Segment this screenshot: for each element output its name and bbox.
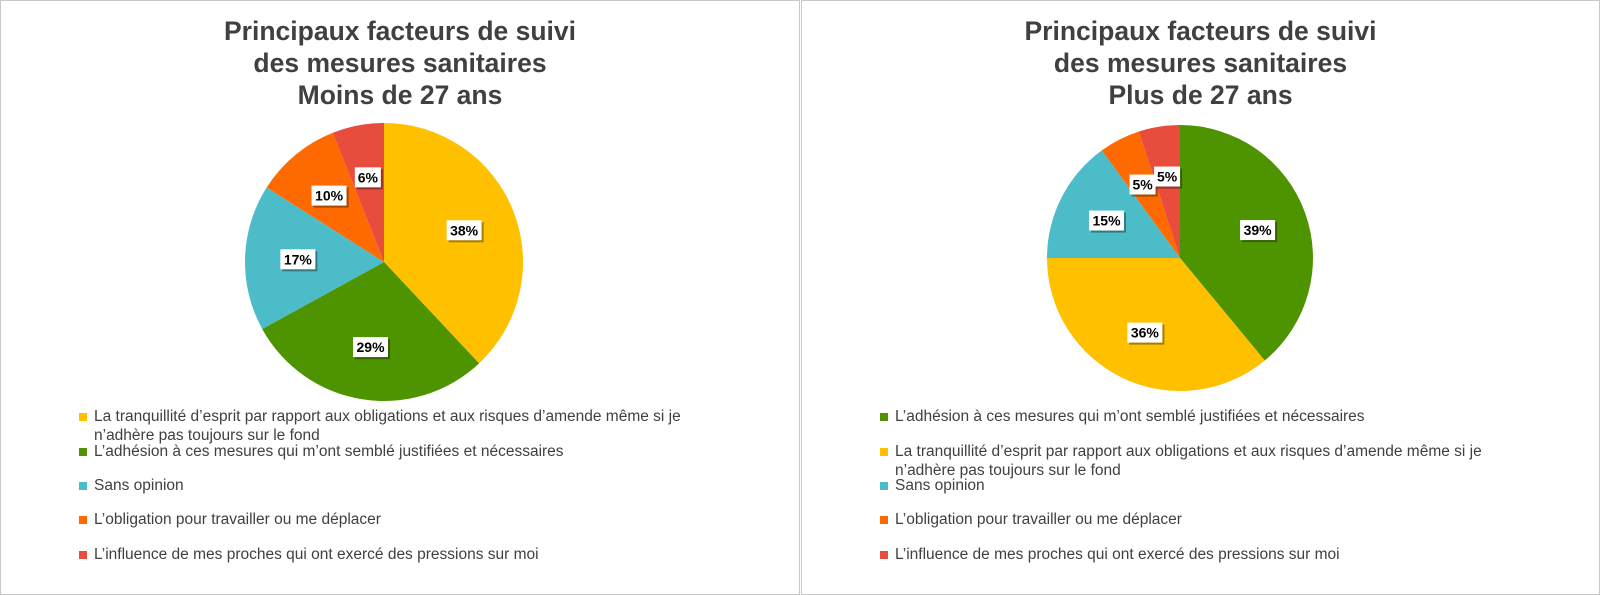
legend-swatch xyxy=(79,413,87,421)
svg-text:29%: 29% xyxy=(357,339,386,355)
svg-text:5%: 5% xyxy=(1132,177,1153,193)
chart-title: Principaux facteurs de suivi des mesures… xyxy=(802,15,1599,111)
chart-title-line: des mesures sanitaires xyxy=(253,48,547,78)
pie-slice xyxy=(332,123,384,262)
legend-swatch xyxy=(880,482,888,490)
legend-item: L’obligation pour travailler ou me dépla… xyxy=(79,510,734,529)
legend-label: Sans opinion xyxy=(94,477,184,494)
legend-item: L’influence de mes proches qui ont exerc… xyxy=(880,545,1535,564)
chart-panel-over-27: Principaux facteurs de suivi des mesures… xyxy=(801,0,1600,595)
legend-item: Sans opinion xyxy=(79,476,734,495)
legend-item: Sans opinion xyxy=(880,476,1535,495)
slice-data-label: 5% xyxy=(1129,174,1158,197)
pie-slice xyxy=(262,262,480,402)
legend-swatch xyxy=(880,448,888,456)
pie-chart: 39% 36% 15% 5% 5% xyxy=(1047,125,1313,391)
svg-text:17%: 17% xyxy=(284,251,313,267)
svg-text:39%: 39% xyxy=(1244,222,1273,238)
slice-data-label: 5% xyxy=(1154,166,1183,189)
chart-title-line: Principaux facteurs de suivi xyxy=(224,16,576,46)
legend-item: L’adhésion à ces mesures qui m’ont sembl… xyxy=(79,442,734,461)
pie-slice xyxy=(1180,125,1313,361)
chart-title-line: des mesures sanitaires xyxy=(1053,48,1348,78)
legend-label: L’influence de mes proches qui ont exerc… xyxy=(94,546,539,563)
slice-data-label: 6% xyxy=(354,167,383,190)
legend-item: L’adhésion à ces mesures qui m’ont sembl… xyxy=(880,407,1535,426)
slice-data-label: 10% xyxy=(311,185,349,208)
chart-title-line: Moins de 27 ans xyxy=(297,80,503,110)
slice-data-label: 39% xyxy=(1240,220,1278,243)
legend-label: L’obligation pour travailler ou me dépla… xyxy=(94,511,381,528)
legend-swatch xyxy=(79,516,87,524)
slice-data-label: 15% xyxy=(1089,210,1127,233)
legend-swatch xyxy=(79,448,87,456)
chart-title-line: Principaux facteurs de suivi xyxy=(1024,16,1377,46)
pie-slice xyxy=(1101,131,1180,258)
legend-item: La tranquillité d’esprit par rapport aux… xyxy=(79,407,734,445)
legend-swatch xyxy=(79,551,87,559)
svg-text:10%: 10% xyxy=(315,188,344,204)
pie-chart: 38% 29% 17% 10% 6% xyxy=(244,123,523,402)
chart-title: Principaux facteurs de suivi des mesures… xyxy=(1,15,799,111)
legend-item: L’influence de mes proches qui ont exerc… xyxy=(79,545,734,564)
svg-text:38%: 38% xyxy=(450,222,479,238)
pie-slice xyxy=(1138,125,1180,258)
legend-label: L’obligation pour travailler ou me dépla… xyxy=(895,511,1182,528)
legend-label: La tranquillité d’esprit par rapport aux… xyxy=(895,443,1482,479)
slice-data-label: 17% xyxy=(280,249,318,272)
pie-slice xyxy=(384,123,523,364)
svg-text:15%: 15% xyxy=(1093,213,1122,229)
legend-item: L’obligation pour travailler ou me dépla… xyxy=(880,510,1535,529)
legend-label: L’adhésion à ces mesures qui m’ont sembl… xyxy=(895,408,1365,425)
svg-text:36%: 36% xyxy=(1131,325,1160,341)
chart-panel-under-27: Principaux facteurs de suivi des mesures… xyxy=(0,0,800,595)
pie-slice xyxy=(1047,150,1180,258)
slice-data-label: 29% xyxy=(353,337,391,360)
legend-label: La tranquillité d’esprit par rapport aux… xyxy=(94,408,681,444)
legend-label: Sans opinion xyxy=(895,477,985,494)
legend-swatch xyxy=(79,482,87,490)
slice-data-label: 38% xyxy=(446,220,484,243)
slice-data-label: 36% xyxy=(1127,322,1165,345)
legend-swatch xyxy=(880,413,888,421)
legend-item: La tranquillité d’esprit par rapport aux… xyxy=(880,442,1535,480)
svg-text:6%: 6% xyxy=(358,169,379,185)
legend-label: L’adhésion à ces mesures qui m’ont sembl… xyxy=(94,443,564,460)
legend-swatch xyxy=(880,516,888,524)
chart-title-line: Plus de 27 ans xyxy=(1108,80,1293,110)
svg-text:5%: 5% xyxy=(1157,169,1178,185)
legend-label: L’influence de mes proches qui ont exerc… xyxy=(895,546,1340,563)
legend-swatch xyxy=(880,551,888,559)
